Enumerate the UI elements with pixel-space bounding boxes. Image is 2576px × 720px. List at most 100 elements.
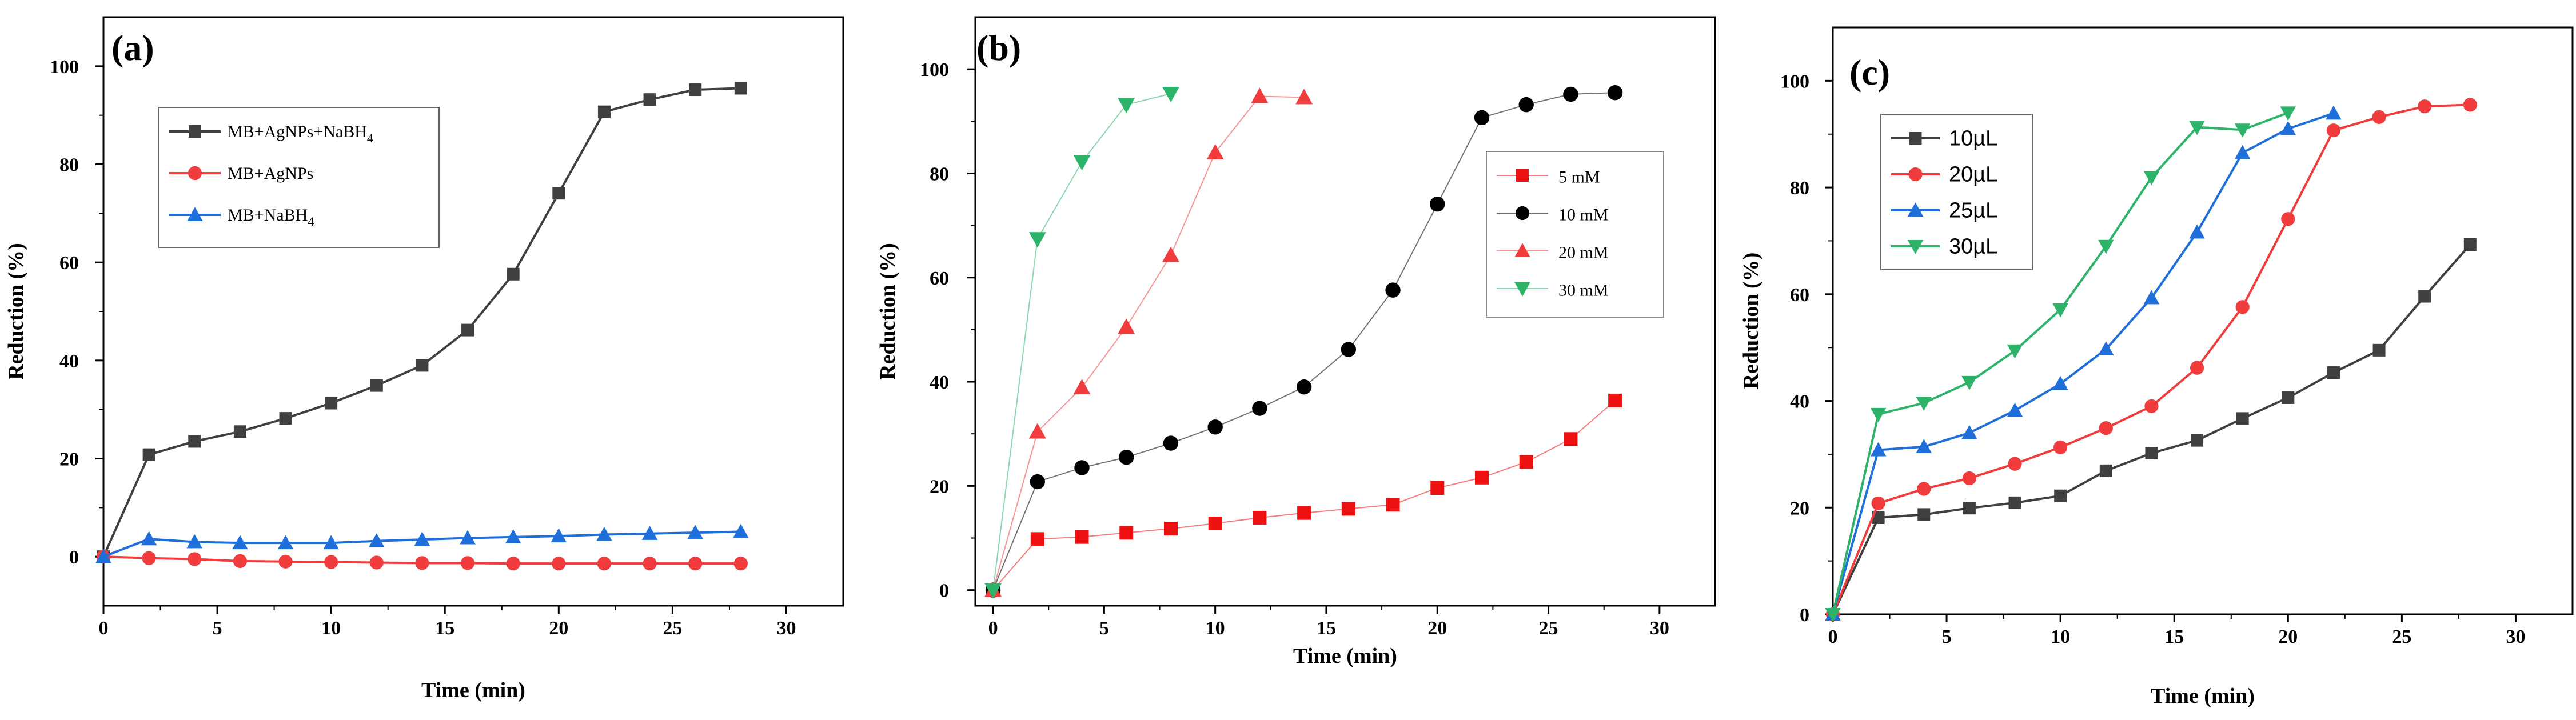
data-point (2008, 457, 2022, 471)
y-tick-label: 40 (59, 351, 79, 372)
data-point (1162, 86, 1179, 102)
y-tick-label: 80 (930, 163, 949, 185)
data-point (1825, 608, 1841, 622)
data-point (1073, 379, 1091, 395)
data-point (2145, 447, 2158, 460)
data-point (415, 556, 429, 570)
y-axis-title: Reduction (%) (1739, 253, 1763, 390)
data-point (2053, 440, 2068, 454)
x-tick-label: 30 (1650, 618, 1669, 639)
data-point (1028, 423, 1046, 439)
panel-label: (a) (111, 27, 154, 68)
x-axis-title: Time (min) (2151, 684, 2255, 708)
data-point (1296, 379, 1312, 395)
data-point (1917, 508, 1931, 521)
data-point (1297, 506, 1311, 520)
data-point (2281, 212, 2295, 226)
data-point (2099, 464, 2112, 477)
series-mb-agnps (96, 550, 748, 571)
series-5-mm (986, 393, 1622, 597)
data-point (2418, 99, 2432, 114)
data-point (507, 267, 520, 281)
data-point (369, 533, 385, 547)
data-point (2234, 145, 2251, 159)
data-point (278, 554, 293, 569)
data-point (1916, 439, 1932, 453)
x-tick-label: 5 (1099, 618, 1109, 639)
data-point (552, 557, 566, 571)
legend-marker (1907, 202, 1924, 217)
series-mb-nabh (95, 523, 749, 563)
data-point (1916, 397, 1932, 411)
data-point (1430, 481, 1445, 495)
data-point (1163, 522, 1178, 536)
x-tick-label: 30 (776, 618, 796, 639)
x-tick-label: 10 (1206, 618, 1225, 639)
data-point (1474, 110, 1490, 126)
data-point (552, 187, 565, 200)
series-10-mm (985, 85, 1623, 598)
data-point (279, 412, 292, 425)
legend-marker (1514, 243, 1530, 257)
data-point (2098, 341, 2114, 355)
data-point (414, 531, 430, 546)
y-tick-label: 20 (1790, 498, 1809, 519)
series-30-mm (984, 86, 1179, 599)
x-tick-label: 5 (213, 618, 222, 639)
data-point (461, 323, 474, 337)
data-point (2143, 290, 2160, 305)
data-point (369, 555, 384, 570)
data-point (2052, 303, 2068, 318)
data-point (1030, 474, 1046, 490)
plot-frame (1832, 26, 2574, 615)
legend-label: 20µL (1949, 163, 1997, 187)
data-point (460, 556, 475, 570)
data-point (733, 557, 748, 571)
data-point (1519, 455, 1533, 469)
panel-label: (c) (1849, 52, 1890, 93)
data-point (688, 557, 703, 571)
panel-a: 0 5 10 15 20 25 30 0 20 40 60 80 100 Time (min) Reduct… (4, 16, 844, 702)
x-tick-label: 30 (2506, 626, 2525, 647)
x-axis-title: Time (min) (421, 678, 525, 702)
legend-marker (1516, 169, 1529, 182)
x-tick-label: 10 (321, 618, 341, 639)
data-point (323, 535, 339, 550)
y-tick-label: 40 (930, 372, 949, 393)
legend-marker (1907, 240, 1924, 254)
data-point (1118, 318, 1135, 334)
data-point (1430, 197, 1445, 212)
data-point (1564, 432, 1578, 446)
data-point (2189, 121, 2205, 135)
data-point (2326, 105, 2342, 120)
y-tick-label: 100 (1780, 71, 1809, 92)
data-point (643, 93, 656, 106)
data-point (597, 105, 611, 118)
x-axis-title: Time (min) (1293, 644, 1397, 668)
legend-label: 30 mM (1558, 281, 1609, 300)
data-point (142, 551, 156, 565)
data-point (689, 83, 702, 97)
data-point (643, 557, 657, 571)
data-point (1295, 89, 1313, 105)
data-point (1119, 450, 1134, 465)
data-point (2418, 290, 2431, 303)
data-point (233, 554, 247, 568)
legend: 10µL 20µL 25µL 30µL (1880, 114, 2033, 270)
data-point (2463, 238, 2477, 251)
legend-marker (1515, 206, 1530, 221)
data-point (1030, 532, 1044, 546)
x-tick-label: 15 (1317, 618, 1336, 639)
legend-label: MB+AgNPs (228, 164, 313, 183)
data-point (2007, 344, 2023, 359)
x-tick-label: 0 (988, 618, 998, 639)
data-point (1871, 496, 1885, 510)
legend-marker (1908, 167, 1923, 182)
data-point (1207, 419, 1223, 435)
x-tick-label: 15 (435, 618, 454, 639)
series-line (1832, 112, 2334, 615)
legend-label: 20 mM (1558, 243, 1609, 262)
legend-box (1880, 114, 2033, 270)
data-point (687, 525, 703, 539)
